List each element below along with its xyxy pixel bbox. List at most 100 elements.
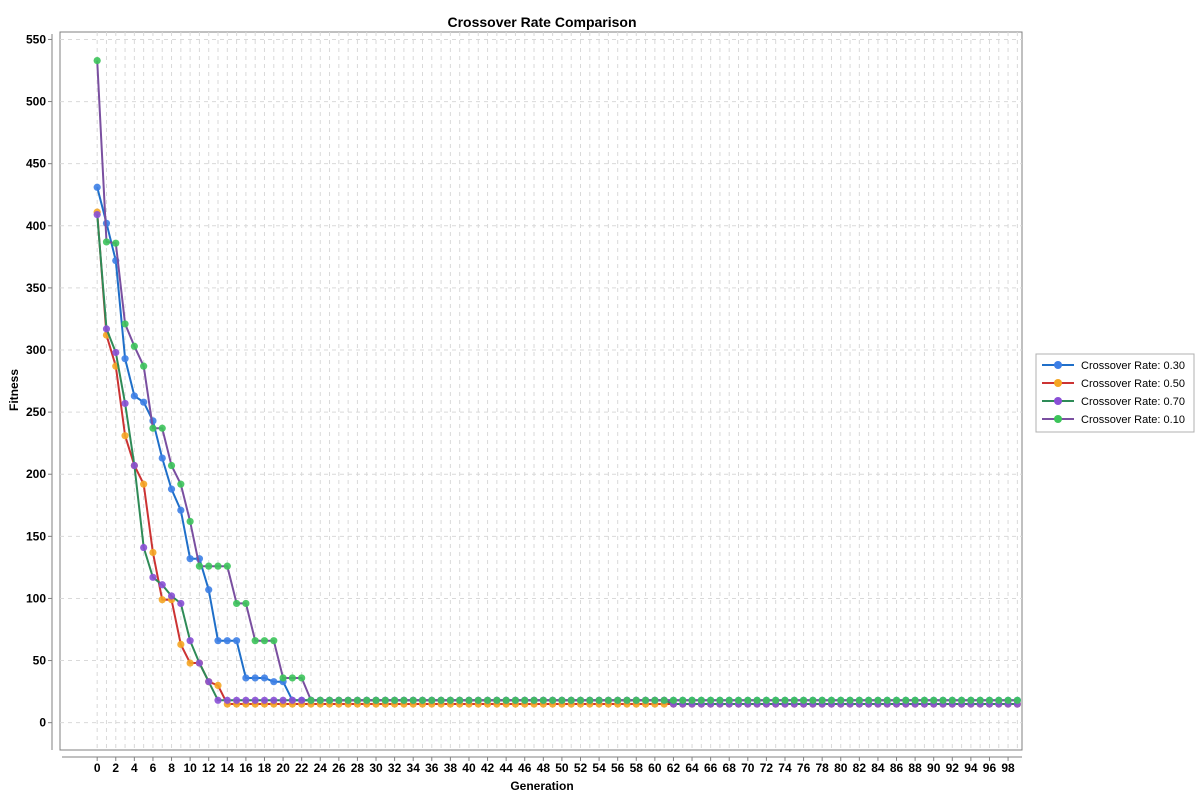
x-tick-label: 68 — [723, 761, 737, 775]
data-point — [892, 696, 901, 704]
data-point — [223, 562, 231, 570]
data-point — [753, 696, 761, 704]
x-tick-label: 28 — [351, 761, 365, 775]
x-tick-label: 66 — [704, 761, 718, 775]
data-point — [837, 696, 845, 704]
data-point — [614, 696, 622, 704]
data-point — [177, 599, 185, 608]
y-tick-label: 300 — [26, 343, 46, 357]
data-point — [232, 637, 241, 645]
data-point — [707, 696, 715, 704]
data-point — [809, 696, 817, 704]
data-point — [697, 696, 705, 704]
data-point — [567, 696, 575, 704]
data-point — [223, 696, 231, 704]
legend-marker — [1054, 379, 1062, 387]
x-tick-label: 64 — [685, 761, 699, 775]
data-point — [149, 573, 157, 581]
data-point — [576, 696, 585, 704]
x-tick-label: 88 — [908, 761, 922, 775]
data-point — [205, 586, 213, 594]
data-point — [827, 696, 836, 704]
x-tick-label: 78 — [815, 761, 829, 775]
data-point — [205, 678, 213, 686]
data-point — [641, 696, 650, 704]
y-tick-label: 250 — [26, 405, 46, 419]
y-tick-label: 500 — [26, 95, 46, 109]
data-point — [270, 637, 278, 645]
data-point — [242, 599, 250, 608]
x-tick-label: 86 — [890, 761, 904, 775]
data-point — [260, 696, 269, 704]
data-point — [446, 696, 454, 704]
legend-entry: Crossover Rate: 0.50 — [1081, 378, 1185, 390]
data-point — [121, 432, 129, 440]
y-tick-label: 200 — [26, 467, 46, 481]
data-point — [967, 696, 975, 704]
x-tick-label: 32 — [388, 761, 402, 775]
x-tick-label: 50 — [555, 761, 569, 775]
x-tick-label: 82 — [853, 761, 867, 775]
legend: Crossover Rate: 0.30 Crossover Rate: 0.50… — [1035, 353, 1195, 433]
x-tick-label: 40 — [462, 761, 476, 775]
data-point — [344, 696, 352, 704]
data-point — [957, 696, 966, 704]
data-point — [167, 485, 176, 493]
data-point — [688, 696, 696, 704]
data-point — [298, 674, 306, 682]
x-tick-label: 14 — [221, 761, 235, 775]
x-tick-label: 34 — [407, 761, 421, 775]
data-point — [167, 461, 176, 470]
data-point — [121, 399, 129, 408]
x-tick-label: 54 — [592, 761, 606, 775]
data-point — [865, 696, 873, 704]
data-point — [251, 696, 259, 704]
data-point — [195, 659, 204, 667]
data-point — [995, 696, 1003, 704]
x-tick-label: 90 — [927, 761, 941, 775]
data-point — [112, 239, 120, 247]
data-point — [874, 696, 882, 704]
data-point — [781, 696, 789, 704]
data-point — [772, 696, 780, 704]
x-tick-label: 0 — [94, 761, 101, 775]
data-point — [799, 696, 808, 704]
data-point — [288, 674, 296, 682]
data-point — [140, 480, 148, 488]
legend-entry: Crossover Rate: 0.10 — [1081, 414, 1185, 426]
data-point — [846, 696, 854, 704]
data-point — [586, 696, 594, 704]
grid-lines — [60, 32, 1022, 750]
x-tick-label: 42 — [481, 761, 495, 775]
data-point — [279, 674, 287, 682]
data-point — [270, 678, 278, 686]
data-point — [437, 696, 445, 704]
data-point — [465, 696, 473, 704]
data-point — [288, 696, 296, 704]
x-tick-label: 38 — [444, 761, 458, 775]
data-point — [623, 696, 631, 704]
x-tick-label: 84 — [871, 761, 885, 775]
data-point — [1004, 696, 1012, 704]
data-point — [149, 548, 157, 557]
data-point — [186, 555, 194, 563]
legend-entry: Crossover Rate: 0.70 — [1081, 396, 1185, 408]
data-point — [316, 696, 324, 704]
legend-marker — [1054, 397, 1062, 405]
data-point — [195, 562, 204, 570]
data-point — [270, 696, 278, 704]
data-point — [883, 696, 891, 704]
data-point — [381, 696, 389, 704]
data-point — [418, 696, 427, 704]
y-tick-label: 150 — [26, 529, 46, 543]
x-tick-label: 74 — [778, 761, 792, 775]
x-tick-label: 96 — [983, 761, 997, 775]
data-point — [521, 696, 529, 704]
data-point — [177, 640, 185, 649]
data-point — [604, 696, 612, 704]
data-point — [251, 674, 259, 682]
data-point — [409, 696, 417, 704]
data-point — [167, 592, 176, 600]
x-tick-label: 58 — [630, 761, 644, 775]
